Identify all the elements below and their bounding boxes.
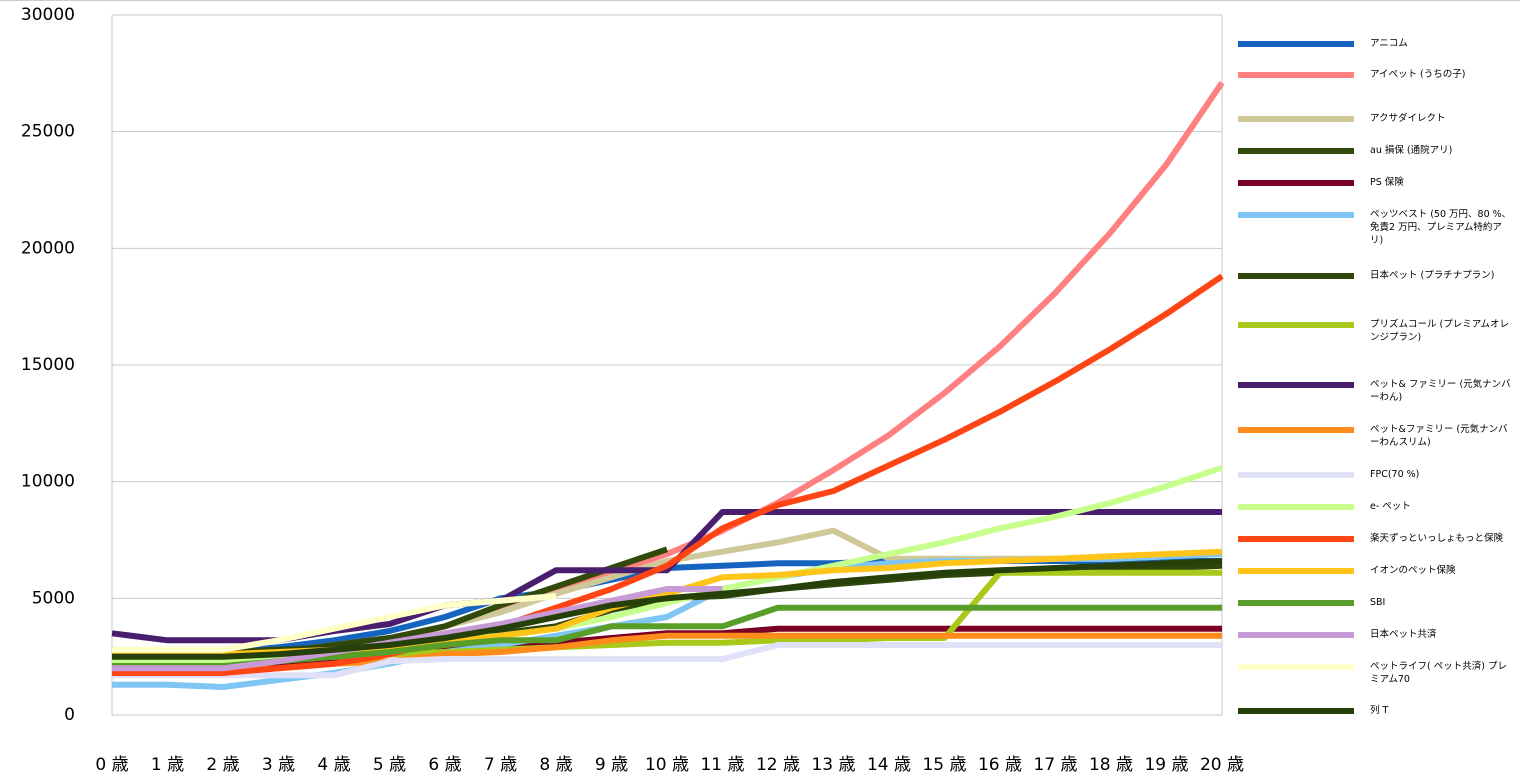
series-line [112,558,1223,660]
x-tick-label: 4 歳 [317,755,350,775]
x-tick-label: 7 歳 [484,755,517,775]
series-line [112,586,723,672]
y-tick-label: 25000 [21,122,75,142]
legend-label: 日本ペット共済 [1370,629,1437,640]
legend-label: au 損保 (通院アリ) [1370,145,1453,156]
legend-label: FPC(70 %) [1370,469,1420,480]
x-tick-label: 11 歳 [700,755,744,775]
x-tick-label: 9 歳 [595,755,628,775]
y-tick-label: 30000 [21,5,75,25]
x-tick-label: 12 歳 [756,755,800,775]
y-tick-label: 15000 [21,355,75,375]
x-tick-label: 0 歳 [95,755,128,775]
x-tick-label: 1 歳 [151,755,184,775]
legend-label: イオンのペット保険 [1370,565,1456,576]
x-tick-label: 2 歳 [206,755,239,775]
x-tick-label: 6 歳 [428,755,461,775]
x-tick-label: 3 歳 [262,755,295,775]
y-tick-label: 0 [64,705,75,725]
legend-label: 楽天ずっといっしょもっと保険 [1370,533,1504,544]
x-tick-label: 5 歳 [373,755,406,775]
x-tick-label: 15 歳 [922,755,966,775]
x-tick-label: 18 歳 [1089,755,1133,775]
legend-label: ペット& ファミリー (元気ナンバーわん) [1370,379,1511,403]
legend-label: アイペット (うちの子) [1370,69,1466,80]
legend-label: ペッツベスト (50 万円、80 %、免責2 万円、プレミアム特約アリ) [1370,209,1512,246]
series-line [112,81,1225,667]
series-line [112,642,1222,679]
legend-label: ペット&ファミリー (元気ナンバーわんスリム) [1370,424,1508,448]
series-line [111,509,1222,644]
legend-label: 列 T [1370,705,1389,716]
x-tick-label: 14 歳 [867,755,911,775]
legend-label: ペットライフ( ペット共済) プレミアム70 [1370,661,1507,685]
series-line [112,273,1224,676]
series-line [112,593,557,653]
legend-label: 日本ペット (プラチナプラン) [1370,270,1495,281]
x-tick-label: 17 歳 [1033,755,1077,775]
x-tick-label: 8 歳 [539,755,572,775]
y-tick-label: 10000 [21,472,75,492]
x-tick-label: 10 歳 [645,755,689,775]
x-tick-label: 20 歳 [1200,755,1244,775]
legend-label: SBI [1370,597,1386,608]
legend-label: プリズムコール (プレミアムオレンジプラン) [1370,319,1510,343]
x-tick-label: 13 歳 [811,755,855,775]
x-tick-label: 19 歳 [1144,755,1188,775]
legend-label: アニコム [1370,38,1408,49]
y-tick-label: 5000 [32,588,75,608]
legend-label: アクサダイレクト [1370,113,1446,124]
legend-label: PS 保険 [1370,177,1404,188]
x-tick-label: 16 歳 [978,755,1022,775]
y-tick-label: 20000 [21,238,75,258]
legend-label: e- ペット [1370,501,1411,512]
